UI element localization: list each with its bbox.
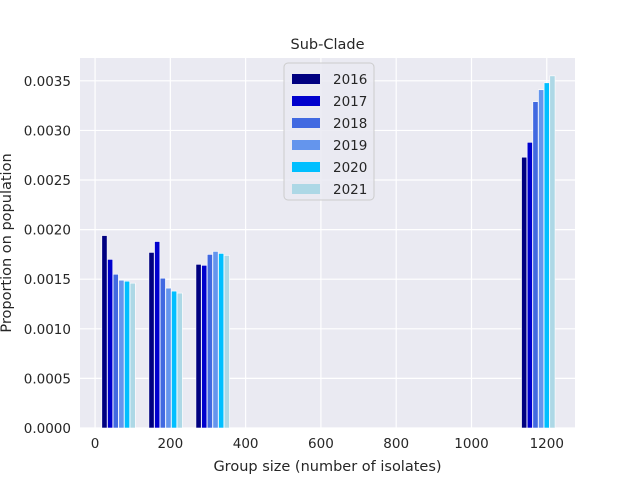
x-tick-label: 200 — [157, 436, 183, 452]
legend-swatch-2020 — [292, 162, 320, 172]
legend-label-2019: 2019 — [333, 138, 367, 154]
bar-2020-group-4 — [543, 82, 550, 429]
x-tick-label: 1200 — [530, 436, 564, 452]
bar-2018-group-2 — [159, 277, 166, 429]
y-tick-label: 0.0025 — [24, 173, 71, 189]
legend-swatch-2019 — [292, 140, 320, 150]
x-tick-label: 400 — [233, 436, 259, 452]
x-axis-label: Group size (number of isolates) — [213, 459, 441, 475]
legend-label-2016: 2016 — [333, 72, 367, 88]
x-tick-label: 600 — [308, 436, 334, 452]
bar-2020-group-3 — [218, 253, 225, 429]
bar-2018-group-4 — [532, 101, 539, 429]
legend-label-2018: 2018 — [333, 116, 367, 132]
y-tick-label: 0.0000 — [24, 421, 71, 437]
x-tick-label: 1000 — [454, 436, 488, 452]
bar-2020-group-2 — [171, 290, 178, 429]
y-tick-label: 0.0015 — [24, 272, 71, 288]
y-tick-label: 0.0020 — [24, 223, 71, 239]
x-tick-label: 0 — [91, 436, 100, 452]
chart-title: Sub-Clade — [291, 37, 365, 53]
legend-swatch-2017 — [292, 96, 320, 106]
bar-2020-group-1 — [124, 280, 130, 429]
bar-2018-group-1 — [112, 273, 119, 429]
bar-2019-group-1 — [118, 279, 125, 429]
bar-2017-group-2 — [154, 241, 161, 429]
x-axis-ticks: 0 200 400 600 800 1000 1200 — [91, 436, 564, 452]
y-tick-label: 0.0010 — [24, 322, 71, 338]
bar-2017-group-3 — [201, 265, 208, 429]
bar-2017-group-4 — [526, 142, 533, 429]
y-tick-label: 0.0035 — [24, 74, 71, 90]
bar-2016-group-1 — [101, 235, 108, 429]
bar-2019-group-3 — [212, 251, 219, 429]
bar-2019-group-4 — [538, 89, 545, 429]
legend-swatch-2021 — [292, 184, 320, 194]
y-axis-ticks: 0.0000 0.0005 0.0010 0.0015 0.0020 0.0025 0.00… — [24, 74, 71, 437]
legend-label-2021: 2021 — [333, 182, 367, 198]
legend-swatch-2016 — [292, 74, 320, 84]
bar-2016-group-4 — [521, 156, 528, 429]
legend-swatch-2018 — [292, 118, 320, 128]
bar-2021-group-1 — [129, 282, 136, 429]
legend-label-2020: 2020 — [333, 160, 367, 176]
y-tick-label: 0.0005 — [24, 371, 71, 387]
bar-2016-group-3 — [195, 264, 202, 429]
y-axis-label: Proportion on population — [0, 153, 15, 332]
legend: 2016 2017 2018 2019 2020 2021 — [283, 62, 375, 201]
x-tick-label: 800 — [383, 436, 409, 452]
bar-2019-group-2 — [165, 287, 172, 429]
bar-2021-group-3 — [223, 255, 230, 429]
legend-label-2017: 2017 — [333, 94, 367, 110]
bars — [101, 75, 556, 429]
bar-2016-group-2 — [148, 252, 155, 429]
bar-2017-group-1 — [107, 259, 114, 429]
bar-2021-group-4 — [549, 75, 556, 429]
bar-2018-group-3 — [206, 254, 213, 429]
bar-2021-group-2 — [176, 292, 183, 429]
y-tick-label: 0.0030 — [24, 123, 71, 139]
